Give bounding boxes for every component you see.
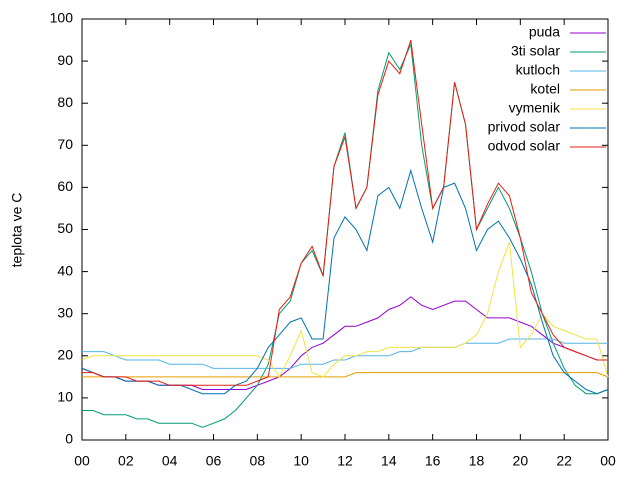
y-tick-label: 100 xyxy=(50,10,74,26)
x-tick-label: 08 xyxy=(250,453,266,469)
x-tick-label: 20 xyxy=(513,453,529,469)
series-line xyxy=(82,39,608,386)
series-line xyxy=(82,372,609,378)
y-tick-label: 70 xyxy=(57,136,73,152)
x-tick-label: 18 xyxy=(469,453,485,469)
x-tick-label: 00 xyxy=(74,453,90,469)
legend-label: odvod solar xyxy=(488,138,561,154)
legend-label: 3ti solar xyxy=(511,43,560,59)
legend-label: vymenik xyxy=(509,100,561,116)
x-tick-label: 14 xyxy=(381,453,397,469)
series-line xyxy=(81,241,609,378)
series-line xyxy=(81,296,608,390)
x-tick-label: 04 xyxy=(162,453,178,469)
y-tick-label: 60 xyxy=(57,178,73,194)
x-tick-label: 02 xyxy=(118,453,134,469)
y-tick-label: 90 xyxy=(57,52,73,68)
series-line xyxy=(82,338,608,369)
legend-label: puda xyxy=(529,24,560,40)
y-tick-label: 40 xyxy=(57,262,73,278)
y-tick-label: 50 xyxy=(57,220,73,236)
x-tick-label: 10 xyxy=(293,453,309,469)
y-axis-label: teplota ve C xyxy=(9,193,25,268)
y-tick-label: 20 xyxy=(57,347,73,363)
plot-frame xyxy=(81,18,609,441)
legend-label: kotel xyxy=(530,81,560,97)
x-tick-label: 06 xyxy=(206,453,222,469)
x-tick-label: 12 xyxy=(337,453,353,469)
legend-label: privod solar xyxy=(488,119,561,135)
legend-label: kutloch xyxy=(516,62,560,78)
x-tick-label: 16 xyxy=(425,453,441,469)
x-tick-label: 00 xyxy=(600,453,616,469)
y-tick-label: 80 xyxy=(57,94,73,110)
y-tick-label: 10 xyxy=(57,389,73,405)
x-tick-label: 22 xyxy=(556,453,572,469)
y-tick-label: 0 xyxy=(65,431,73,447)
y-tick-label: 30 xyxy=(57,304,73,320)
